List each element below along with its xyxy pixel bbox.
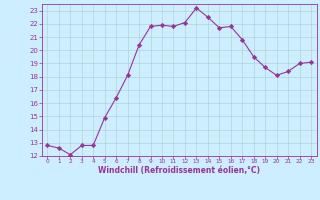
X-axis label: Windchill (Refroidissement éolien,°C): Windchill (Refroidissement éolien,°C): [98, 166, 260, 175]
